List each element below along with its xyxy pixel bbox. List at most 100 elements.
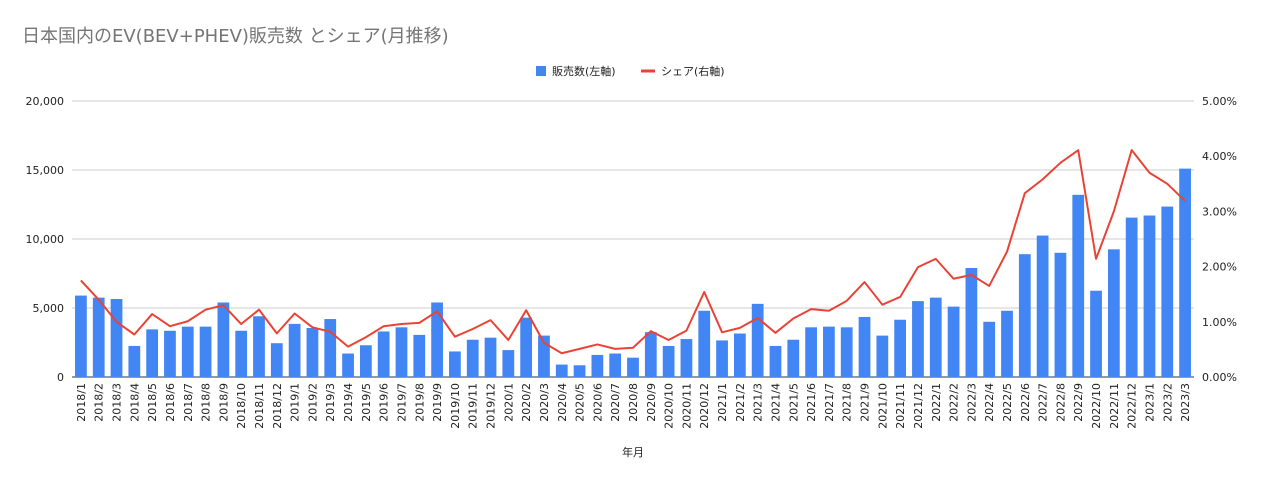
x-tick-label: 2019/3 bbox=[324, 383, 337, 422]
bar bbox=[680, 339, 693, 377]
bar bbox=[698, 310, 711, 377]
x-tick-label: 2021/7 bbox=[823, 383, 836, 422]
bar bbox=[431, 302, 443, 377]
bar bbox=[181, 326, 194, 377]
x-tick-label: 2021/9 bbox=[859, 383, 872, 422]
x-tick-label: 2020/2 bbox=[520, 383, 533, 422]
x-tick-label: 2022/11 bbox=[1108, 383, 1121, 429]
x-tick-label: 2021/2 bbox=[734, 383, 747, 422]
bar bbox=[627, 357, 639, 377]
y-tick-left: 10,000 bbox=[26, 233, 65, 246]
x-tick-label: 2023/1 bbox=[1143, 383, 1156, 422]
bar bbox=[199, 326, 212, 377]
x-tick-label: 2022/1 bbox=[930, 383, 943, 422]
x-tick-label: 2019/10 bbox=[449, 383, 462, 429]
bar bbox=[1090, 290, 1102, 377]
x-tick-label: 2018/4 bbox=[128, 383, 141, 422]
bar bbox=[288, 323, 301, 377]
bar bbox=[1161, 206, 1174, 377]
x-tick-label: 2022/7 bbox=[1037, 383, 1050, 422]
x-tick-label: 2022/4 bbox=[983, 383, 996, 422]
bar bbox=[983, 321, 996, 377]
x-tick-label: 2022/8 bbox=[1054, 383, 1067, 422]
bar bbox=[377, 331, 390, 377]
x-tick-label: 2020/9 bbox=[645, 383, 658, 422]
x-tick-label: 2022/9 bbox=[1072, 383, 1085, 422]
x-tick-label: 2019/1 bbox=[289, 383, 302, 422]
x-tick-label: 2022/10 bbox=[1090, 383, 1103, 429]
x-tick-label: 2020/3 bbox=[538, 383, 551, 422]
bar bbox=[876, 335, 889, 377]
x-tick-label: 2019/7 bbox=[395, 383, 408, 422]
x-tick-label: 2018/10 bbox=[235, 383, 248, 429]
x-tick-label: 2021/1 bbox=[716, 383, 729, 422]
y-tick-left: 15,000 bbox=[26, 164, 65, 177]
x-tick-label: 2022/6 bbox=[1019, 383, 1032, 422]
bar bbox=[270, 343, 283, 377]
x-tick-label: 2020/5 bbox=[574, 383, 587, 422]
x-tick-label: 2018/7 bbox=[182, 383, 195, 422]
bar bbox=[128, 345, 141, 377]
x-tick-label: 2019/2 bbox=[306, 383, 319, 422]
bar bbox=[894, 319, 907, 377]
bar bbox=[1107, 249, 1120, 377]
x-tick-label: 2021/3 bbox=[752, 383, 765, 422]
y-tick-right: 1.00% bbox=[1202, 316, 1237, 329]
x-tick-label: 2019/8 bbox=[413, 383, 426, 422]
x-tick-label: 2020/1 bbox=[502, 383, 515, 422]
x-tick-label: 2019/9 bbox=[431, 383, 444, 422]
x-tick-label: 2022/12 bbox=[1126, 383, 1139, 429]
share-line bbox=[80, 149, 1186, 355]
bar bbox=[751, 303, 764, 377]
bar bbox=[502, 350, 515, 377]
x-tick-label: 2020/6 bbox=[591, 383, 604, 422]
bar bbox=[75, 295, 87, 377]
bar bbox=[359, 345, 372, 377]
bar bbox=[253, 316, 265, 377]
bar bbox=[644, 332, 657, 377]
bar bbox=[466, 339, 479, 377]
y-tick-right: 2.00% bbox=[1202, 261, 1237, 274]
x-tick-label: 2019/5 bbox=[360, 383, 373, 422]
bar bbox=[520, 317, 533, 377]
bar bbox=[965, 267, 978, 377]
y-tick-right: 4.00% bbox=[1202, 150, 1237, 163]
x-tick-label: 2018/6 bbox=[164, 383, 177, 422]
bar bbox=[591, 354, 604, 377]
bar bbox=[662, 345, 675, 377]
bar bbox=[324, 319, 337, 377]
x-tick-label: 2019/6 bbox=[378, 383, 391, 422]
bar bbox=[823, 326, 835, 377]
x-tick-label: 2018/1 bbox=[75, 383, 88, 422]
y-tick-right: 0.00% bbox=[1202, 371, 1237, 384]
x-tick-label: 2021/11 bbox=[894, 383, 907, 429]
bar bbox=[555, 364, 568, 377]
bar bbox=[787, 339, 800, 377]
x-tick-label: 2020/8 bbox=[627, 383, 640, 422]
x-tick-label: 2022/3 bbox=[965, 383, 978, 422]
bar bbox=[1143, 215, 1156, 377]
x-tick-label: 2021/10 bbox=[876, 383, 889, 429]
bar bbox=[306, 328, 319, 377]
x-tick-label: 2018/5 bbox=[146, 383, 159, 422]
y-tick-left: 0 bbox=[57, 371, 64, 384]
bar bbox=[92, 297, 105, 377]
bar bbox=[164, 330, 176, 377]
legend-bar-swatch bbox=[536, 66, 546, 76]
x-tick-label: 2020/4 bbox=[556, 383, 569, 422]
bar bbox=[449, 351, 461, 377]
bar bbox=[1054, 252, 1067, 377]
x-tick-label: 2020/11 bbox=[680, 383, 693, 429]
bar bbox=[609, 353, 622, 377]
x-tick-label: 2020/10 bbox=[663, 383, 676, 429]
legend-bar-label: 販売数(左軸) bbox=[552, 64, 616, 78]
x-tick-label: 2023/2 bbox=[1161, 383, 1174, 422]
bar bbox=[858, 316, 871, 377]
chart-title: 日本国内のEV(BEV+PHEV)販売数 とシェア(月推移) bbox=[22, 26, 449, 47]
bar bbox=[929, 297, 942, 377]
x-axis-title: 年月 bbox=[622, 445, 644, 459]
bar bbox=[573, 365, 586, 377]
bar bbox=[1018, 254, 1031, 377]
